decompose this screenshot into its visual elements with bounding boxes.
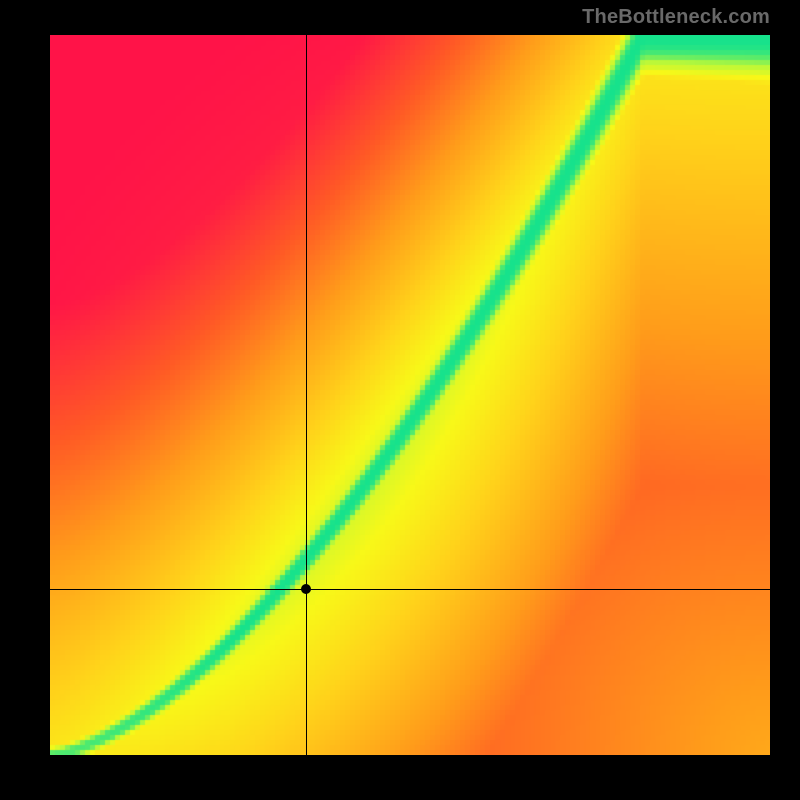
heatmap-plot — [50, 35, 770, 755]
crosshair-horizontal — [50, 589, 770, 590]
crosshair-marker — [301, 584, 311, 594]
watermark-text: TheBottleneck.com — [582, 6, 770, 29]
crosshair-vertical — [306, 35, 307, 755]
heatmap-canvas — [50, 35, 770, 755]
figure-container: TheBottleneck.com — [0, 0, 800, 800]
